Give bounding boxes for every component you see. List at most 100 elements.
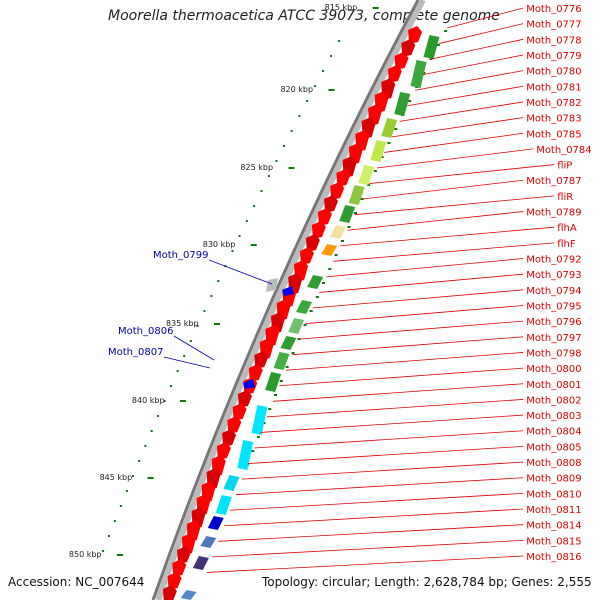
accession-label: Accession: NC_007644 xyxy=(8,575,145,589)
gene-label: Moth_0794 xyxy=(526,286,581,297)
tick-mark xyxy=(288,167,295,169)
gene-label: Moth_0805 xyxy=(526,442,581,453)
label-leader xyxy=(354,195,555,216)
gene-label: Moth_0783 xyxy=(526,114,581,125)
label-leader xyxy=(241,461,524,480)
gene-block xyxy=(358,165,375,185)
track-dot xyxy=(340,240,344,242)
track-dot xyxy=(262,422,266,424)
track-dot xyxy=(260,190,263,192)
track-dot xyxy=(138,460,141,462)
gene-label: Moth_0804 xyxy=(526,427,581,438)
gene-block xyxy=(237,440,254,470)
track-dot xyxy=(321,70,324,72)
cds-arrow xyxy=(408,26,423,44)
track-dot xyxy=(176,370,179,372)
gene-block xyxy=(207,516,224,530)
track-dot xyxy=(150,430,153,432)
cds-arrow xyxy=(311,221,326,239)
label-leader xyxy=(218,524,524,542)
cds-arrow xyxy=(387,65,402,83)
track-dot xyxy=(291,352,295,354)
track-dot xyxy=(328,268,332,270)
track-dot xyxy=(163,400,166,402)
track-dot xyxy=(107,535,110,537)
gene-label: Moth_0799 xyxy=(153,250,208,261)
gene-block xyxy=(265,372,282,392)
gene-label: Moth_0779 xyxy=(526,51,581,62)
track-dot xyxy=(157,415,160,417)
tick-label: 840 kbp xyxy=(132,396,165,405)
gene-block xyxy=(410,60,427,88)
gene-block xyxy=(251,405,268,435)
track-dot xyxy=(210,295,213,297)
cds-arrow xyxy=(317,208,332,226)
track-dot xyxy=(256,436,260,438)
reverse-gene-arrow xyxy=(282,286,294,296)
label-leader xyxy=(224,508,524,527)
track-dot xyxy=(275,160,278,162)
track-dot xyxy=(322,282,326,284)
gene-label: Moth_0800 xyxy=(526,364,581,375)
label-leader xyxy=(326,258,524,278)
tick-mark xyxy=(116,554,123,556)
label-leader xyxy=(247,446,524,464)
cds-arrow xyxy=(305,234,320,252)
gene-label: Moth_0814 xyxy=(526,521,581,532)
gene-block xyxy=(223,475,240,491)
tick-track: 815 kbp 820 kbp 825 kbp 830 kbp 835 kbp 840 k… xyxy=(69,3,379,559)
gene-label: Moth_0784 xyxy=(536,145,591,156)
track-dot xyxy=(238,235,241,237)
label-leader xyxy=(376,148,534,169)
gene-label: flhF xyxy=(557,239,576,250)
label-leader xyxy=(235,477,524,496)
label-leader xyxy=(279,367,524,387)
tick-label: 845 kbp xyxy=(100,473,133,482)
tick-mark xyxy=(328,89,335,91)
label-leader xyxy=(173,335,215,361)
gene-label: Moth_0808 xyxy=(526,458,581,469)
track-dot xyxy=(267,175,270,177)
track-dot xyxy=(283,145,286,147)
gene-block xyxy=(296,300,313,314)
track-dot xyxy=(231,250,234,252)
track-dot xyxy=(245,220,248,222)
gene-block xyxy=(423,35,440,59)
gene-label: flhA xyxy=(557,223,577,234)
cds-arrow xyxy=(401,39,416,57)
tick-mark xyxy=(147,477,154,479)
label-leader xyxy=(254,430,524,449)
track-dot xyxy=(314,85,317,87)
label-leader xyxy=(206,555,524,573)
gene-label: Moth_0793 xyxy=(526,270,581,281)
label-leader xyxy=(163,356,211,369)
label-leader xyxy=(333,242,555,262)
gene-label: Moth_0810 xyxy=(526,489,581,500)
gene-label: Moth_0798 xyxy=(526,348,581,359)
label-leader xyxy=(438,23,524,44)
track-dot xyxy=(380,156,384,158)
track-dot xyxy=(217,280,220,282)
track-dot xyxy=(338,40,341,42)
track-dot xyxy=(298,115,301,117)
tick-mark xyxy=(250,244,257,246)
cds-arrow xyxy=(394,52,409,70)
label-leader xyxy=(347,211,524,231)
label-leader xyxy=(260,414,524,433)
track-dot xyxy=(273,394,277,396)
tick-label: 825 kbp xyxy=(240,163,273,172)
label-leader xyxy=(361,179,524,200)
backbone-shadow xyxy=(155,0,426,600)
track-dot xyxy=(113,520,116,522)
track-dot xyxy=(203,310,206,312)
gene-label: Moth_0777 xyxy=(526,20,581,31)
track-dot xyxy=(102,550,105,552)
label-leader xyxy=(399,101,524,122)
gene-label: Moth_0802 xyxy=(526,395,581,406)
track-dot xyxy=(408,100,412,102)
cds-arrow xyxy=(324,195,339,213)
reverse-gene-arrow xyxy=(243,379,255,389)
track-dot xyxy=(251,450,255,452)
track-dot xyxy=(144,445,147,447)
track-dot xyxy=(290,130,293,132)
